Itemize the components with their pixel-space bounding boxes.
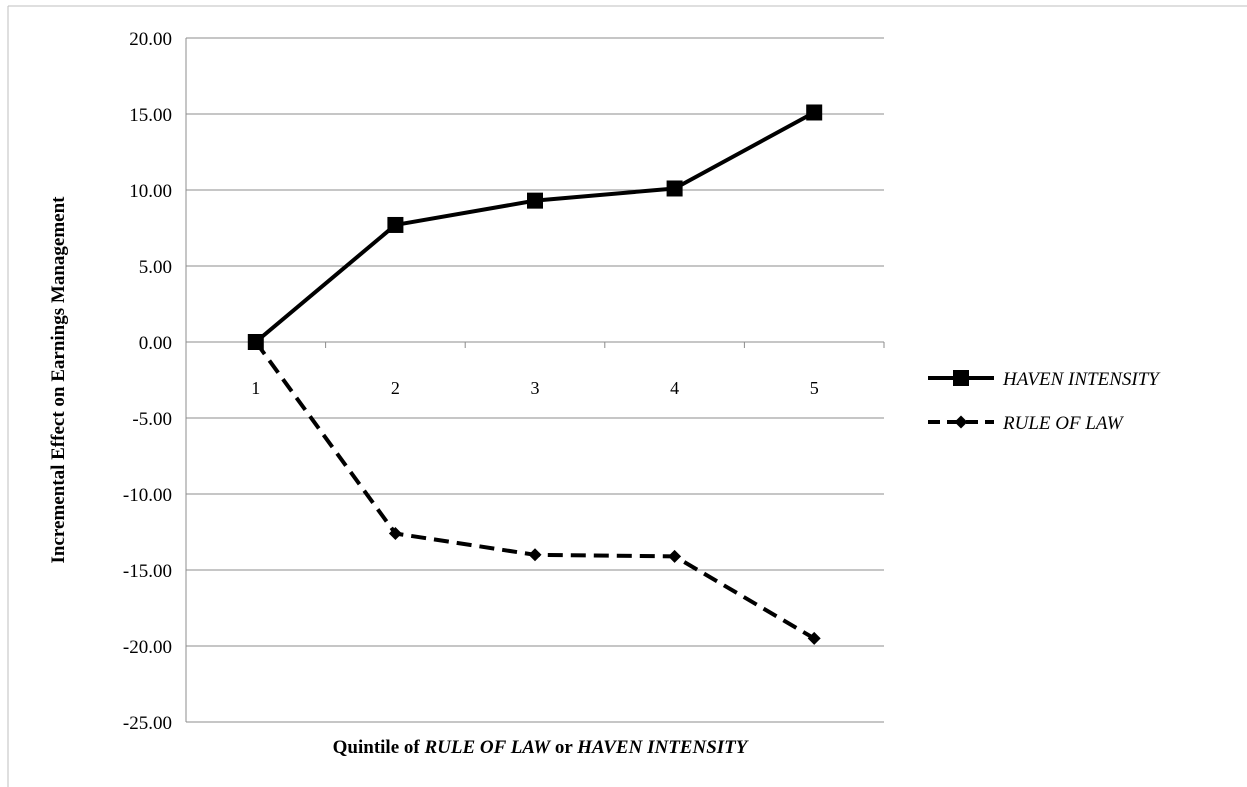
legend-swatch-marker: [953, 370, 969, 386]
x-tick-label: 5: [810, 378, 819, 398]
data-point: [668, 549, 682, 563]
x-tick-label: 1: [251, 378, 260, 398]
y-tick-label: -5.00: [132, 409, 172, 430]
data-point: [387, 216, 404, 233]
x-tick-label: 3: [531, 378, 540, 398]
y-axis-label: Incremental Effect on Earnings Managemen…: [48, 196, 69, 564]
x-axis-label-part: Quintile of: [333, 737, 425, 758]
y-tick-label: 0.00: [139, 333, 172, 354]
data-point: [249, 335, 263, 349]
x-axis-label: Quintile of RULE OF LAW or HAVEN INTENSI…: [333, 737, 750, 758]
y-tick-label: 20.00: [129, 29, 172, 50]
x-tick-labels: 1 2 3 4 5: [251, 378, 818, 398]
legend-item: RULE OF LAW: [928, 413, 1125, 434]
y-tick-label: 10.00: [129, 181, 172, 202]
y-tick-label: -10.00: [123, 485, 172, 506]
y-tick-label: -15.00: [123, 561, 172, 582]
data-point: [806, 104, 823, 121]
legend: HAVEN INTENSITY RULE OF LAW: [928, 369, 1161, 434]
data-point: [388, 527, 402, 541]
data-point: [666, 180, 683, 197]
series-layer: [247, 104, 823, 645]
x-axis-label-part: RULE OF LAW: [423, 737, 551, 758]
x-tick-label: 4: [670, 378, 679, 398]
data-point: [528, 548, 542, 562]
series-diamond: [249, 335, 821, 645]
y-tick-label: 5.00: [139, 257, 172, 278]
data-point: [807, 631, 821, 645]
y-tick-label: 15.00: [129, 105, 172, 126]
axes: [185, 38, 885, 722]
y-tick-label: -25.00: [123, 713, 172, 734]
y-tick-label: -20.00: [123, 637, 172, 658]
x-tick-label: 2: [391, 378, 400, 398]
legend-label: RULE OF LAW: [1002, 413, 1125, 434]
data-point: [527, 192, 543, 209]
legend-item: HAVEN INTENSITY: [928, 369, 1161, 390]
legend-swatch-marker: [954, 415, 968, 429]
y-tick-labels: 20.00 15.00 10.00 5.00 0.00 -5.00 -10.00 -15.00…: [123, 29, 172, 734]
x-axis-label-part: or: [550, 737, 577, 758]
legend-label: HAVEN INTENSITY: [1002, 369, 1161, 390]
x-axis-label-part: HAVEN INTENSITY: [576, 737, 750, 758]
